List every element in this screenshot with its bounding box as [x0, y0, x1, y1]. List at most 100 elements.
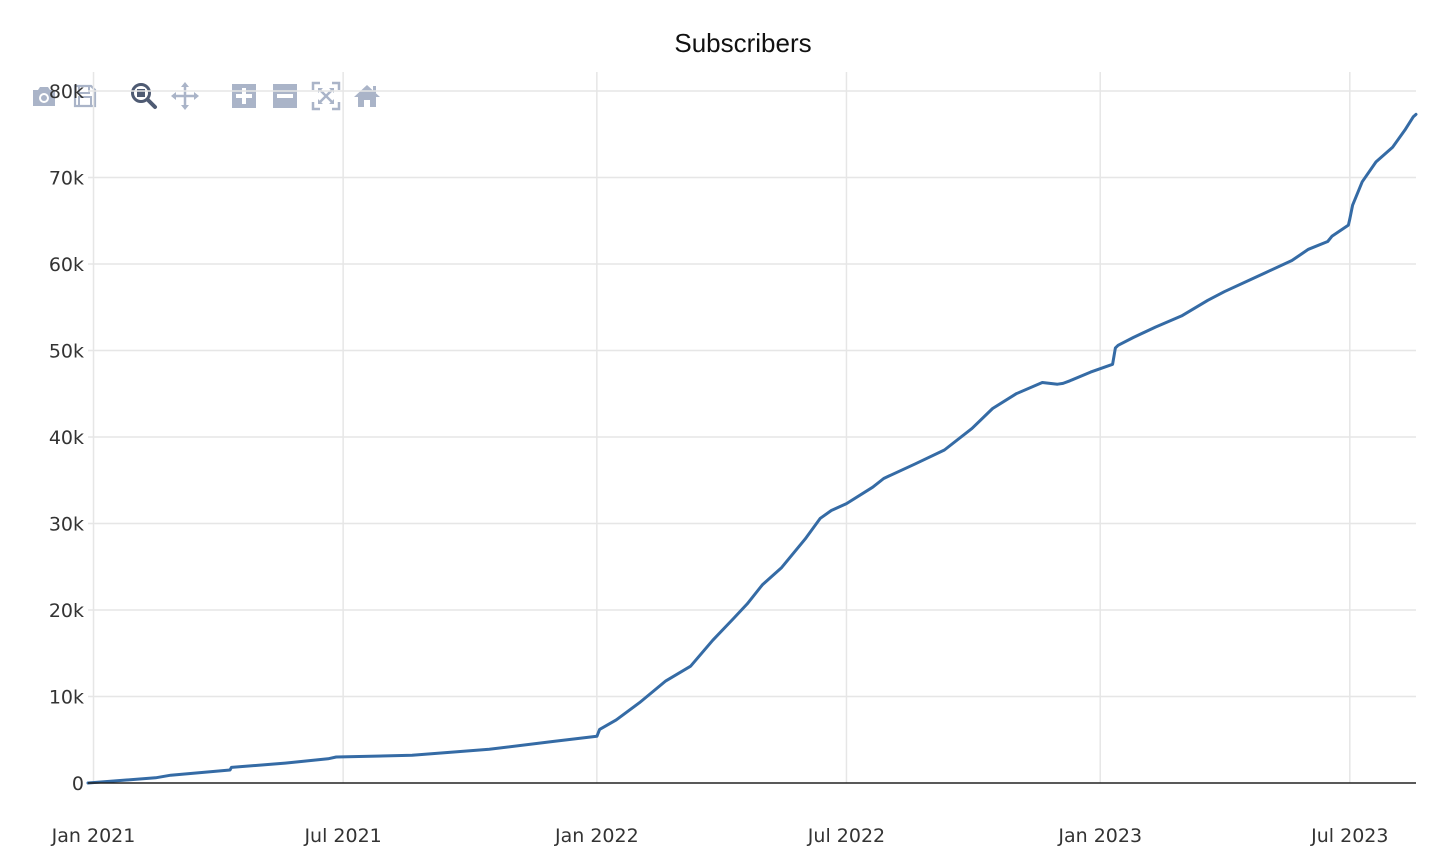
data-point[interactable]: [1152, 324, 1158, 330]
save-button[interactable]: [67, 79, 103, 113]
y-axis: 0 10k 20k 30k 40k 50k 60k 70k 80k: [49, 81, 1416, 795]
data-point[interactable]: [325, 756, 331, 762]
data-point[interactable]: [1359, 179, 1365, 185]
autoscale-icon: [311, 81, 341, 111]
data-point[interactable]: [613, 717, 619, 723]
x-tick-label: Jul 2022: [807, 825, 885, 847]
series-line-subscribers[interactable]: [86, 112, 1418, 785]
data-point[interactable]: [688, 663, 694, 669]
data-point[interactable]: [1205, 297, 1211, 303]
data-point[interactable]: [1221, 289, 1227, 295]
data-point[interactable]: [779, 565, 785, 571]
download-png-button[interactable]: [26, 79, 62, 113]
data-point[interactable]: [1390, 144, 1396, 150]
chart-title: Subscribers: [674, 28, 811, 58]
data-point[interactable]: [1179, 313, 1185, 319]
home-icon: [354, 85, 380, 107]
data-point[interactable]: [881, 476, 887, 482]
data-point[interactable]: [1039, 380, 1045, 386]
modebar: [26, 78, 408, 114]
data-point[interactable]: [1130, 335, 1136, 341]
pan-icon: [171, 82, 199, 110]
data-point[interactable]: [409, 752, 415, 758]
x-tick-label: Jul 2023: [1310, 825, 1388, 847]
y-tick-label: 10k: [49, 687, 84, 709]
data-point[interactable]: [1115, 342, 1121, 348]
data-point[interactable]: [486, 746, 492, 752]
data-point[interactable]: [886, 473, 892, 479]
data-point[interactable]: [969, 425, 975, 431]
zoom-in-icon: [232, 84, 256, 108]
data-point[interactable]: [1110, 361, 1116, 367]
data-point[interactable]: [828, 508, 834, 514]
data-point[interactable]: [1088, 369, 1094, 375]
data-point[interactable]: [594, 733, 600, 739]
y-tick-label: 70k: [49, 168, 84, 190]
zoom-icon: [131, 83, 157, 109]
x-tick-label: Jan 2021: [51, 825, 136, 847]
data-point[interactable]: [802, 536, 808, 542]
data-point[interactable]: [597, 726, 603, 732]
data-point[interactable]: [1347, 216, 1353, 222]
plot-area[interactable]: [85, 111, 1419, 786]
zoom-out-button[interactable]: [267, 79, 303, 113]
data-point[interactable]: [1013, 391, 1019, 397]
data-point[interactable]: [1289, 258, 1295, 264]
camera-icon: [33, 87, 55, 106]
data-point[interactable]: [550, 739, 556, 745]
data-point[interactable]: [759, 582, 765, 588]
data-point[interactable]: [912, 461, 918, 467]
pan-button[interactable]: [167, 79, 203, 113]
autoscale-button[interactable]: [308, 79, 344, 113]
data-point[interactable]: [1329, 233, 1335, 239]
data-point[interactable]: [941, 447, 947, 453]
y-tick-label: 0: [72, 773, 84, 795]
data-point[interactable]: [710, 637, 716, 643]
zoom-out-icon: [273, 84, 297, 108]
x-tick-label: Jan 2023: [1057, 825, 1142, 847]
data-point[interactable]: [1413, 111, 1419, 117]
data-point[interactable]: [817, 515, 823, 521]
data-point[interactable]: [730, 616, 736, 622]
data-point[interactable]: [663, 678, 669, 684]
y-gridlines: [88, 90, 1416, 698]
data-point[interactable]: [1402, 127, 1408, 133]
modebar-group-export: [26, 79, 108, 113]
data-point[interactable]: [1325, 239, 1331, 245]
data-point[interactable]: [1060, 380, 1066, 386]
data-point[interactable]: [1263, 270, 1269, 276]
zoom-in-button[interactable]: [226, 79, 262, 113]
y-tick-label: 20k: [49, 600, 84, 622]
reset-axes-button[interactable]: [349, 79, 385, 113]
data-point[interactable]: [333, 754, 339, 760]
data-point[interactable]: [744, 601, 750, 607]
data-point[interactable]: [168, 772, 174, 778]
modebar-group-drag: [126, 79, 208, 113]
y-tick-label: 80k: [49, 81, 84, 103]
x-tick-label: Jan 2022: [554, 825, 639, 847]
x-gridlines: [92, 72, 1351, 783]
data-point[interactable]: [1305, 246, 1311, 252]
zoom-button[interactable]: [126, 79, 162, 113]
data-point[interactable]: [282, 760, 288, 766]
data-point[interactable]: [1350, 202, 1356, 208]
data-point[interactable]: [153, 775, 159, 781]
data-point[interactable]: [844, 501, 850, 507]
modebar-group-zoom: [226, 79, 390, 113]
data-point[interactable]: [870, 484, 876, 490]
save-icon: [73, 84, 97, 108]
data-point[interactable]: [990, 406, 996, 412]
data-point[interactable]: [1055, 381, 1061, 387]
y-tick-label: 40k: [49, 427, 84, 449]
data-point[interactable]: [1248, 277, 1254, 283]
y-tick-label: 60k: [49, 254, 84, 276]
data-point[interactable]: [1373, 159, 1379, 165]
data-point[interactable]: [1067, 378, 1073, 384]
x-tick-label: Jul 2021: [303, 825, 381, 847]
data-point[interactable]: [228, 764, 234, 770]
x-axis: Jan 2021 Jul 2021 Jan 2022 Jul 2022 Jan 2023…: [51, 825, 1389, 847]
data-point[interactable]: [637, 700, 643, 706]
y-tick-label: 30k: [49, 514, 84, 536]
data-point[interactable]: [1345, 222, 1351, 228]
